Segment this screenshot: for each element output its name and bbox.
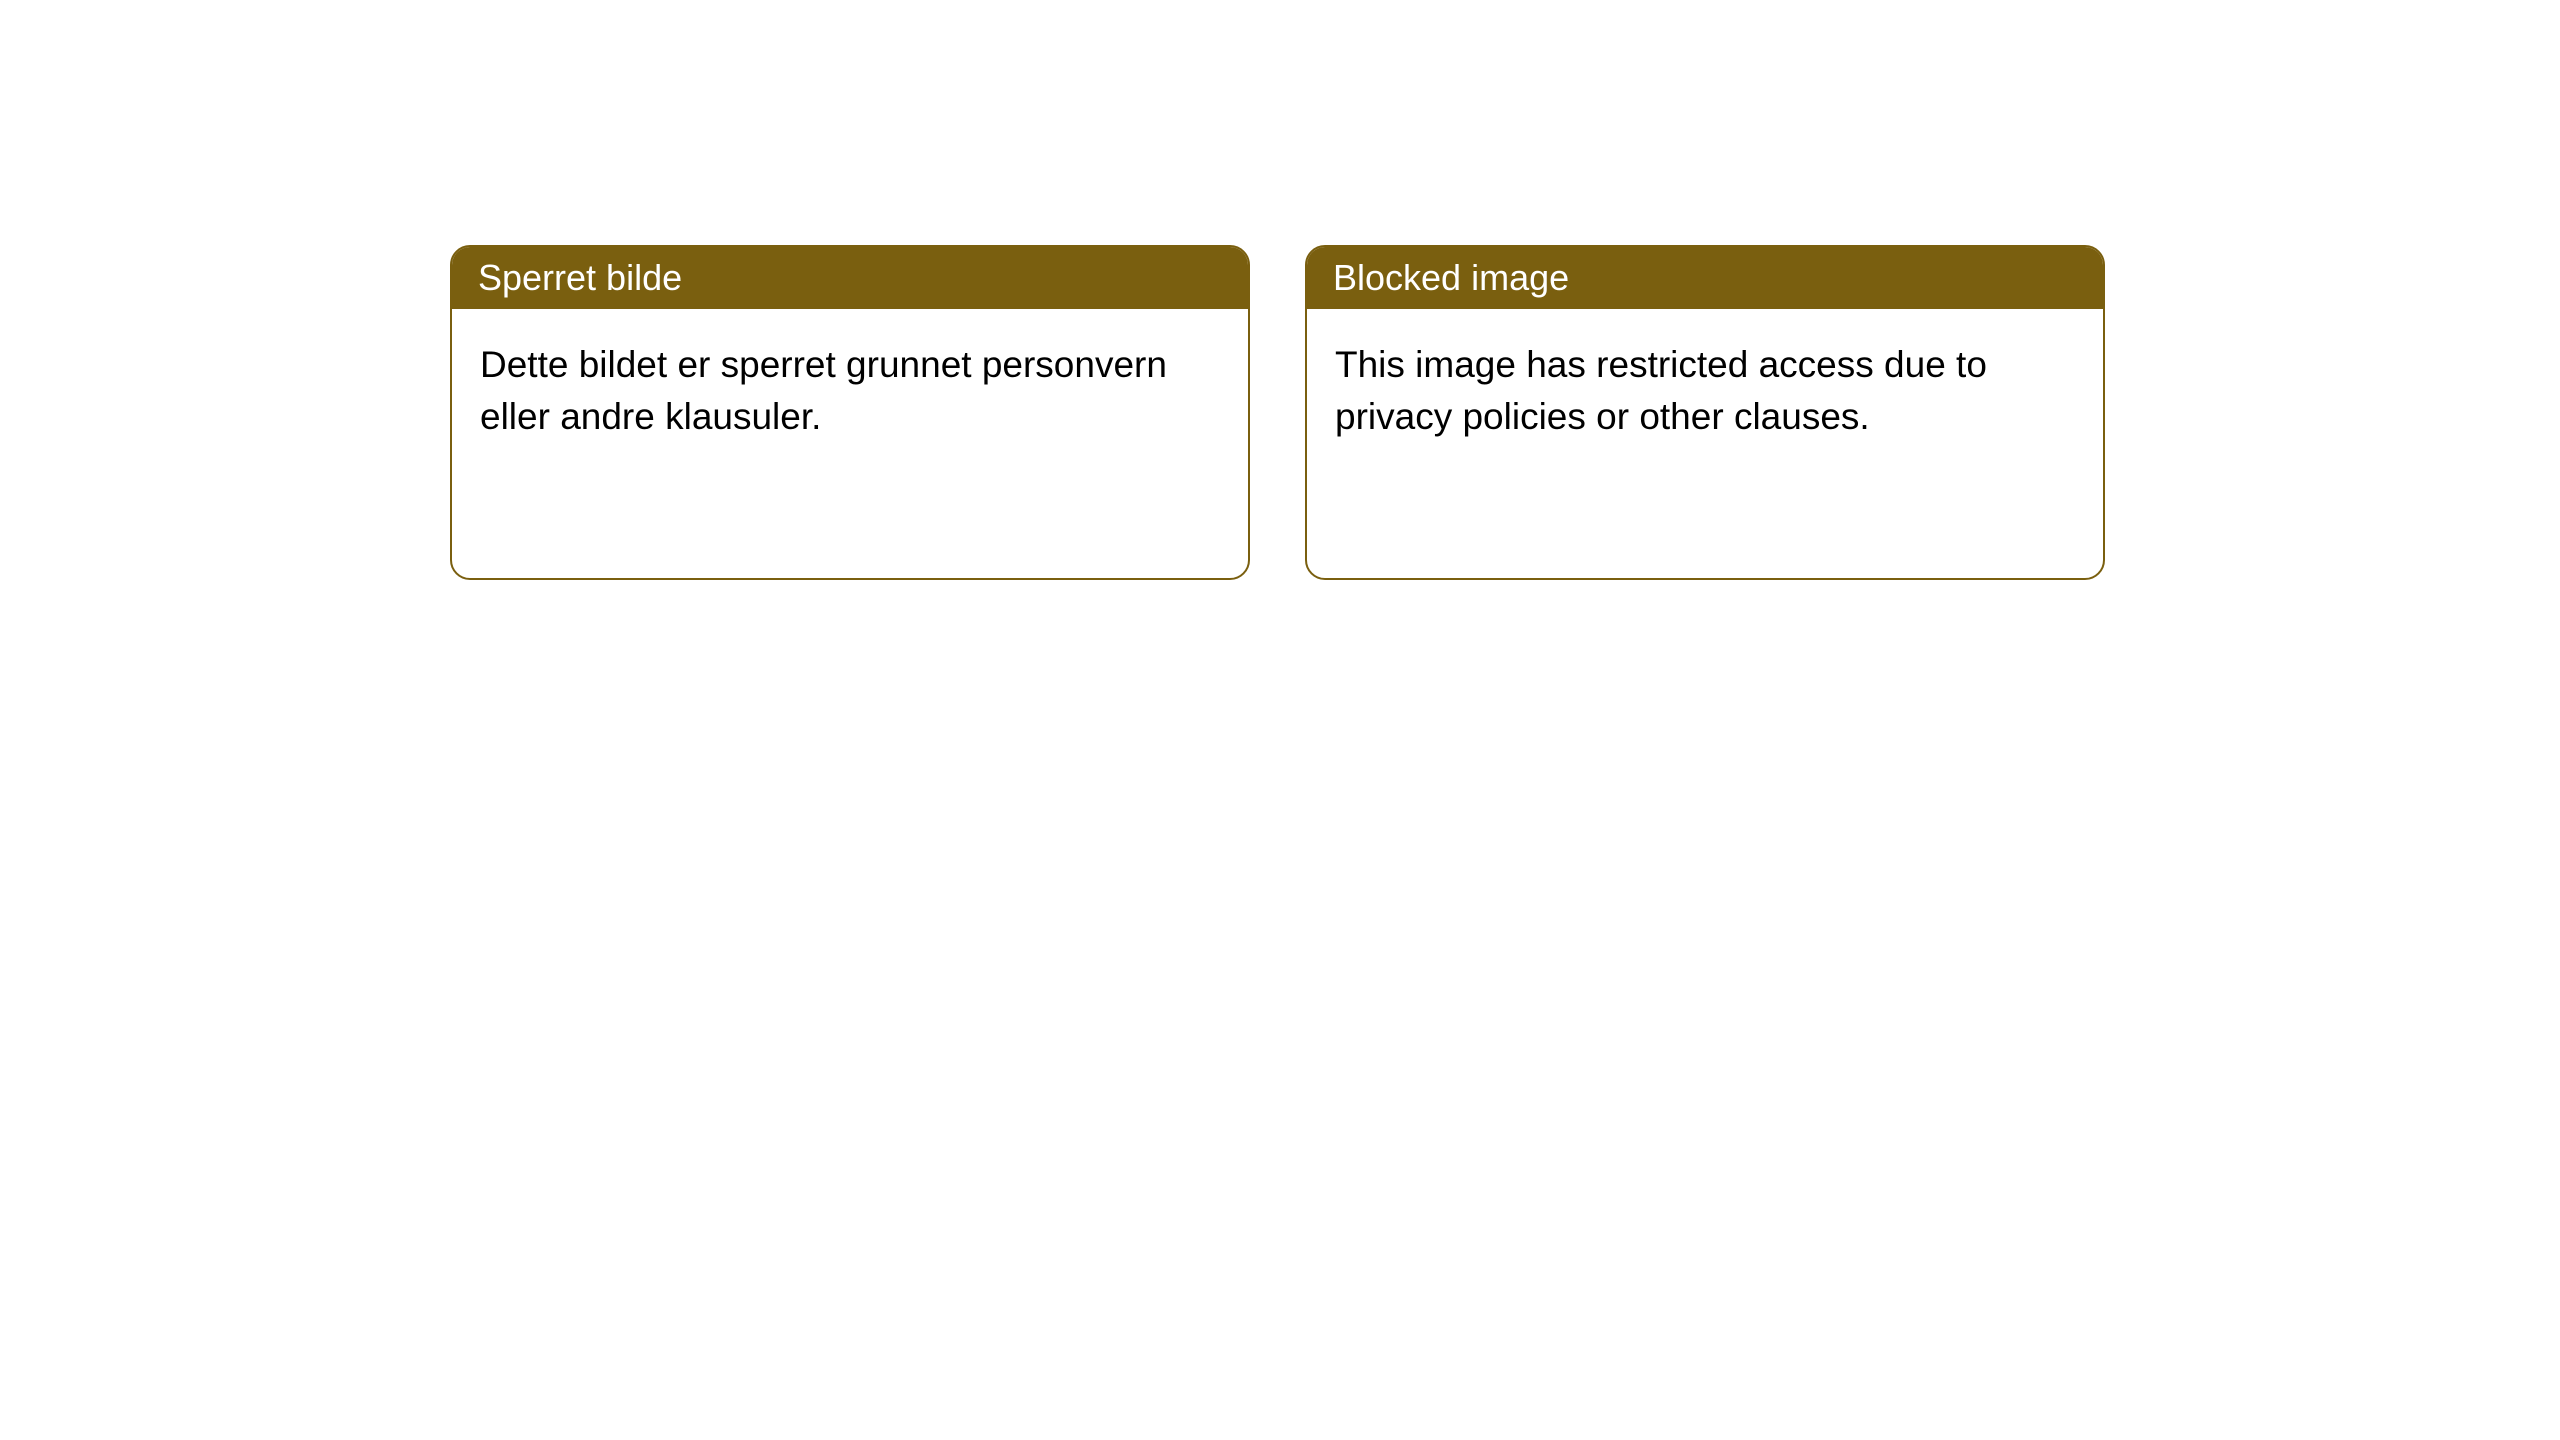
card-body-english: This image has restricted access due to … xyxy=(1307,309,2103,473)
card-header-norwegian: Sperret bilde xyxy=(452,247,1248,309)
card-title-norwegian: Sperret bilde xyxy=(478,257,682,298)
card-body-norwegian: Dette bildet er sperret grunnet personve… xyxy=(452,309,1248,473)
card-english: Blocked image This image has restricted … xyxy=(1305,245,2105,580)
card-header-english: Blocked image xyxy=(1307,247,2103,309)
card-text-english: This image has restricted access due to … xyxy=(1335,344,1987,437)
cards-container: Sperret bilde Dette bildet er sperret gr… xyxy=(450,245,2105,580)
card-title-english: Blocked image xyxy=(1333,257,1569,298)
card-norwegian: Sperret bilde Dette bildet er sperret gr… xyxy=(450,245,1250,580)
card-text-norwegian: Dette bildet er sperret grunnet personve… xyxy=(480,344,1167,437)
